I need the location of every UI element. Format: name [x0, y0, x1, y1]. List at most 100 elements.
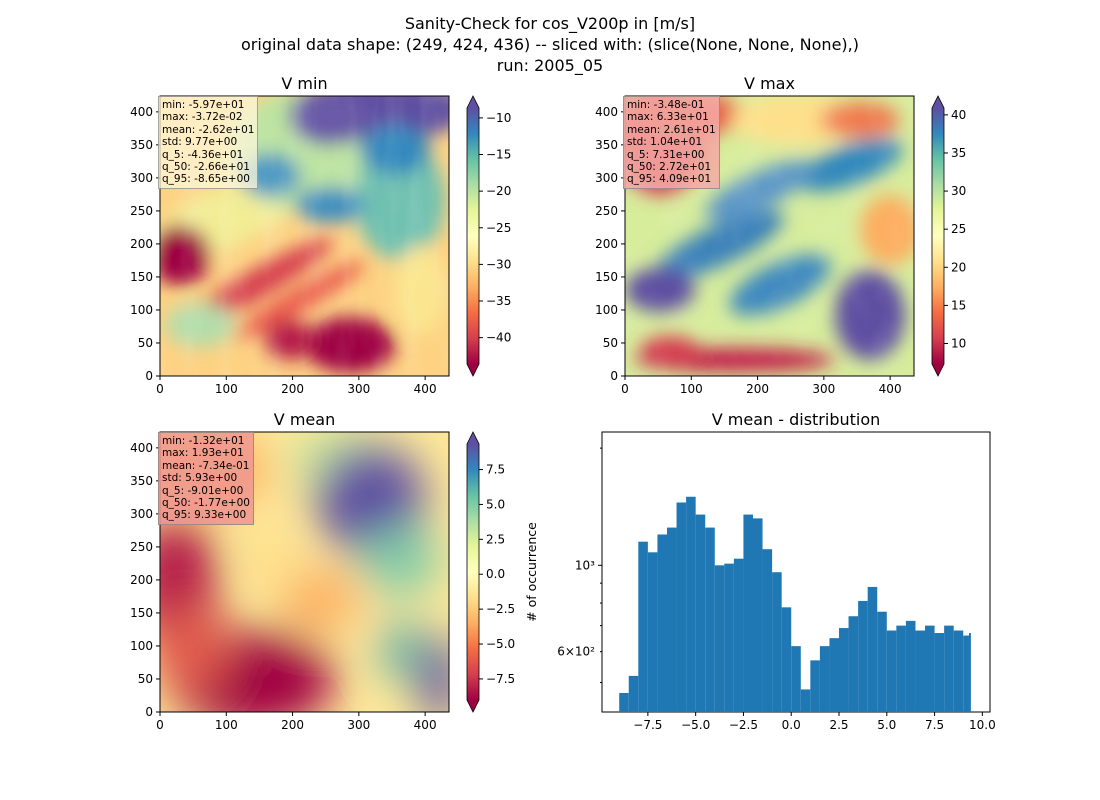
histogram-bar [896, 625, 906, 712]
stats-line: min: -3.48e-01 [627, 99, 705, 111]
histogram-bar [657, 534, 667, 712]
stats-line: mean: -7.34e-01 [162, 459, 250, 472]
histogram-bar [686, 496, 696, 712]
colorbar-tick-label: 35 [951, 146, 966, 160]
histogram-bar [752, 518, 763, 712]
stats-line: q_50: -1.77e+00 [162, 497, 250, 510]
colorbar-tick-label: −15 [486, 148, 511, 162]
stats-line: q_95: 9.33e+00 [162, 509, 247, 522]
histogram-bar [839, 628, 849, 712]
stats-line: mean: 2.61e+01 [627, 123, 716, 136]
x-tick-label: 0 [156, 718, 164, 732]
vmean-stats-box: min: -1.32e+01 max: 1.93e+01 mean: -7.34e-… [158, 432, 254, 525]
histogram-bar [810, 660, 820, 712]
y-tick-label: 0 [145, 705, 153, 719]
x-tick-label: 5.0 [877, 718, 896, 732]
histogram-bar [628, 675, 639, 712]
vmax-stats-box: min: -3.48e-01 max: 6.33e+01 mean: 2.61e+0… [623, 96, 720, 189]
y-tick-label: 250 [595, 204, 618, 218]
stats-line: q_5: -4.36e+01 [162, 148, 244, 161]
y-tick-label: 0 [610, 369, 618, 383]
histogram-bar [886, 630, 897, 712]
x-tick-label: 300 [347, 718, 370, 732]
vmax-axes: 0 100 200 300 400 0 50 100 150 200 250 300 350 400 [595, 105, 901, 396]
x-tick-label: 10.0 [969, 718, 996, 732]
vmin-stats-box: min: -5.97e+01 max: -3.72e-02 mean: -2.62e… [158, 96, 259, 189]
stats-line: std: 9.77e+00 [162, 136, 238, 149]
y-tick-label: 300 [595, 171, 618, 185]
y-tick-label: 350 [130, 138, 153, 152]
histogram-bar [666, 527, 677, 712]
histogram-bar [676, 502, 687, 712]
vmax-axes-frame [624, 95, 915, 377]
colorbar-tick-label: 20 [951, 260, 966, 274]
y-tick-label: 250 [130, 540, 153, 554]
stats-line: q_50: 2.72e+01 [627, 161, 712, 174]
histogram-bar [800, 689, 811, 712]
stats-line: max: 6.33e+01 [627, 111, 709, 124]
vmean-colorbar: 7.5 5.0 2.5 0.0 −2.5 −5.0 −7.5 [466, 431, 515, 713]
histogram-bar [963, 635, 969, 712]
x-tick-label: 300 [347, 382, 370, 396]
vmax-title: V max [744, 74, 795, 93]
y-tick-label: 100 [595, 303, 618, 317]
stats-line: min: -1.32e+01 [162, 435, 245, 447]
stats-line: min: -5.97e+01 [162, 99, 245, 111]
figure-title-line-1: Sanity-Check for cos_V200p in [m/s] [404, 14, 696, 33]
histogram-bar [772, 572, 782, 712]
vmax-colorbar: 40 35 30 25 20 15 10 [931, 95, 966, 377]
x-tick-label: 200 [281, 382, 304, 396]
colorbar-tick-label: 30 [951, 184, 966, 198]
x-tick-label: 400 [879, 382, 902, 396]
y-tick-label: 350 [595, 138, 618, 152]
colorbar-tick-label: 7.5 [486, 463, 505, 477]
stats-line: max: -3.72e-02 [162, 111, 243, 124]
vmin-title: V min [281, 74, 327, 93]
y-tick-label: 200 [595, 237, 618, 251]
y-tick-label: 200 [130, 573, 153, 587]
colorbar-tick-label: −2.5 [486, 602, 515, 616]
histogram-bar [867, 586, 878, 712]
colorbar-tick-label: 15 [951, 298, 966, 312]
vmean-axes: 0 100 200 300 400 0 50 100 150 200 250 300 350 400 [130, 441, 436, 732]
stats-line: q_5: -9.01e+00 [162, 484, 244, 497]
histogram-bar [724, 563, 734, 712]
y-tick-label: 10³ [575, 558, 595, 572]
colorbar-tick-label: −20 [486, 184, 511, 198]
colorbar-tick-label: 0.0 [486, 567, 505, 581]
y-tick-label: 350 [130, 474, 153, 488]
stats-line: q_95: 4.09e+01 [627, 173, 712, 186]
histogram-bar [705, 527, 715, 712]
y-tick-label: 50 [138, 336, 153, 350]
histogram-bar [953, 630, 964, 712]
histogram-bar [858, 600, 868, 712]
y-tick-label: 50 [138, 672, 153, 686]
colorbar-tick-label: −40 [486, 331, 511, 345]
histogram-bar [968, 633, 971, 712]
vmin-axes: 0 100 200 300 400 0 50 100 150 200 250 300 350 400 [130, 105, 436, 396]
vmean-title: V mean [274, 410, 335, 429]
y-tick-label: 400 [130, 105, 153, 119]
x-tick-label: 0 [156, 382, 164, 396]
histogram-title: V mean - distribution [712, 410, 881, 429]
histogram-bar [877, 611, 887, 712]
x-tick-label: −5.0 [681, 718, 710, 732]
y-tick-label: 100 [130, 303, 153, 317]
histogram-bar [638, 541, 648, 712]
figure-title-line-3: run: 2005_05 [496, 56, 604, 75]
histogram-axes: −7.5 −5.0 −2.5 0.0 2.5 5.0 7.5 10.0 10³ 6×10² [557, 447, 996, 732]
vmean-axes-frame [159, 431, 450, 713]
colorbar-tick-label: −35 [486, 294, 511, 308]
x-tick-label: 200 [746, 382, 769, 396]
histogram-bar [829, 638, 840, 712]
histogram-bar [733, 558, 744, 712]
histogram-bar [647, 552, 658, 712]
stats-line: std: 1.04e+01 [627, 136, 703, 149]
colorbar-tick-label: 25 [951, 222, 966, 236]
stats-line: max: 1.93e+01 [162, 447, 244, 460]
colorbar-tick-label: 2.5 [486, 532, 505, 546]
stats-line: q_50: -2.66e+01 [162, 161, 250, 174]
y-tick-label: 100 [130, 639, 153, 653]
vmin-colorbar: −10 −15 −20 −25 −30 −35 −40 [466, 95, 511, 377]
x-tick-label: −7.5 [633, 718, 662, 732]
